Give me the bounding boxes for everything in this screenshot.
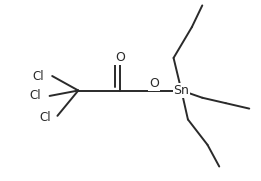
Text: O: O xyxy=(115,51,125,64)
Text: Sn: Sn xyxy=(174,84,189,97)
Text: Cl: Cl xyxy=(29,89,41,102)
Text: O: O xyxy=(149,77,159,90)
Text: Cl: Cl xyxy=(40,111,51,124)
Text: Cl: Cl xyxy=(32,70,44,83)
